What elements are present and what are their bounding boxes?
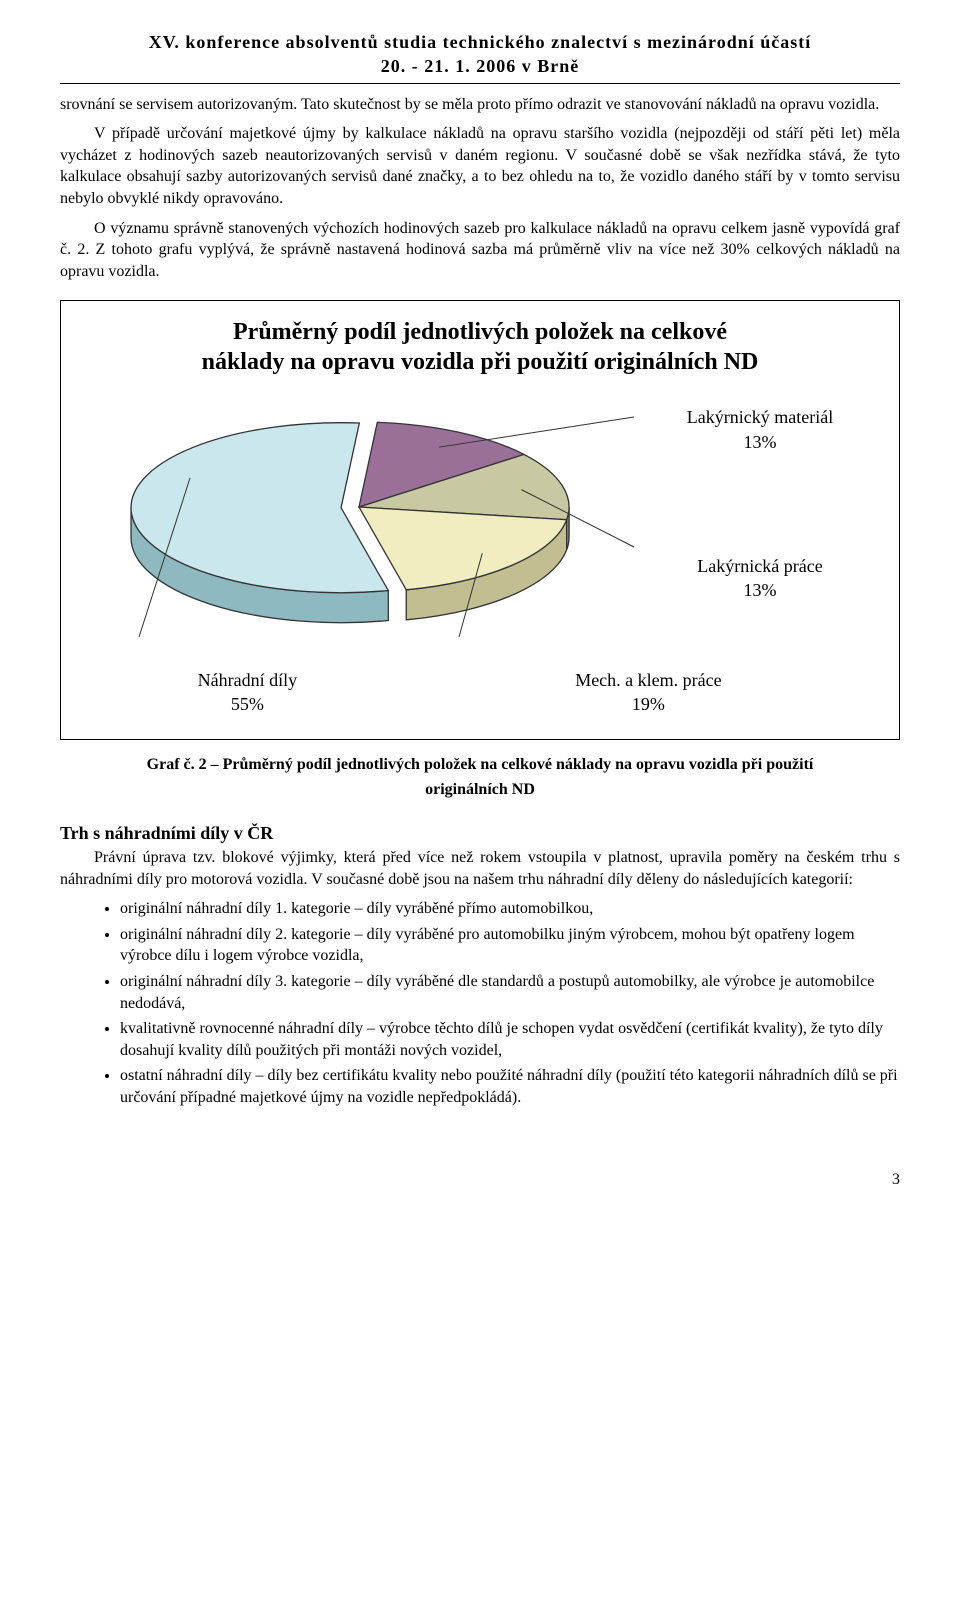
paragraph-2: V případě určování majetkové újmy by kal… (60, 123, 900, 209)
paragraph-1: srovnání se servisem autorizovaným. Tato… (60, 94, 900, 116)
list-item: originální náhradní díly 3. kategorie – … (120, 971, 900, 1014)
chart-caption-line2: originálních ND (60, 779, 900, 801)
chart-caption-line1: Graf č. 2 – Průměrný podíl jednotlivých … (60, 754, 900, 776)
paragraph-3: O významu správně stanovených výchozích … (60, 218, 900, 283)
pie-chart (79, 387, 639, 654)
page-header: XV. konference absolventů studia technic… (60, 30, 900, 84)
chart-container: Průměrný podíl jednotlivých položek na c… (60, 300, 900, 739)
chart-title-line1: Průměrný podíl jednotlivých položek na c… (233, 319, 727, 345)
page-number: 3 (60, 1169, 900, 1191)
header-line1: XV. konference absolventů studia technic… (149, 32, 812, 52)
chart-title: Průměrný podíl jednotlivých položek na c… (79, 317, 881, 377)
header-line2: 20. - 21. 1. 2006 v Brně (381, 56, 580, 76)
bullet-list: originální náhradní díly 1. kategorie – … (120, 898, 900, 1108)
label-mech-klem: Mech. a klem. práce 19% (416, 668, 881, 717)
list-item: originální náhradní díly 1. kategorie – … (120, 898, 900, 920)
label-lakyrnicky-material: Lakýrnický materiál 13% (639, 405, 881, 454)
label-nahradni-dily: Náhradní díly 55% (79, 668, 416, 717)
section-para: Právní úprava tzv. blokové výjimky, kter… (60, 847, 900, 890)
list-item: ostatní náhradní díly – díly bez certifi… (120, 1065, 900, 1108)
section-heading: Trh s náhradními díly v ČR (60, 821, 900, 845)
list-item: originální náhradní díly 2. kategorie – … (120, 924, 900, 967)
label-lakyrnicka-prace: Lakýrnická práce 13% (639, 554, 881, 603)
list-item: kvalitativně rovnocenné náhradní díly – … (120, 1018, 900, 1061)
chart-title-line2: náklady na opravu vozidla při použití or… (202, 349, 759, 375)
